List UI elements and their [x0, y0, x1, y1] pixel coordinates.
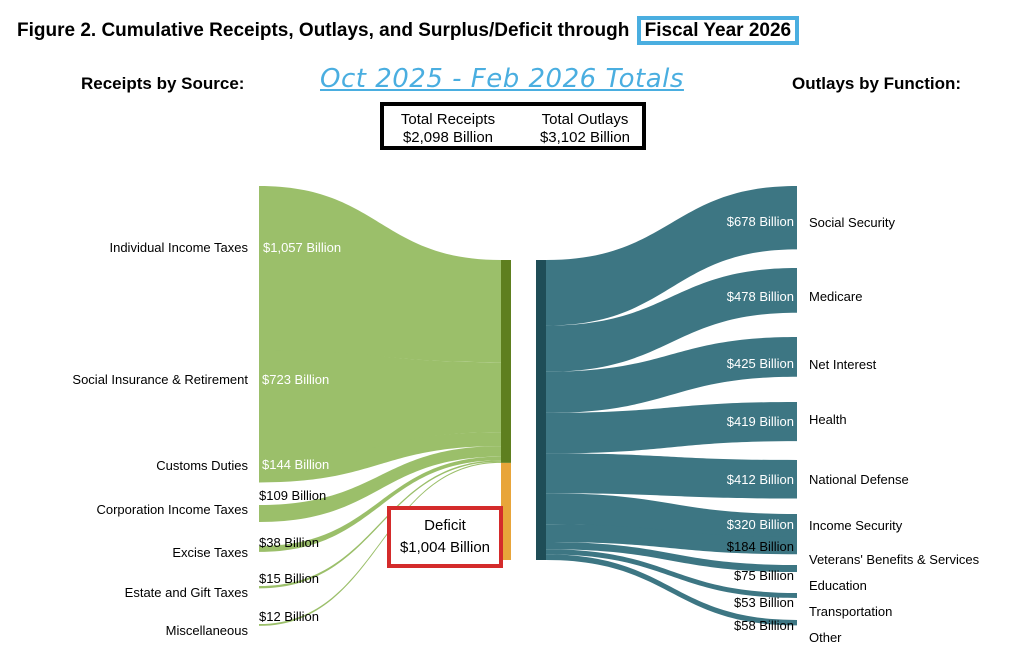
- total-receipts-label: Total Receipts: [400, 111, 496, 128]
- figure-title: Figure 2. Cumulative Receipts, Outlays, …: [17, 16, 800, 45]
- outlay-value-label-medicare: $478 Billion: [727, 289, 794, 304]
- outlays-heading: Outlays by Function:: [792, 74, 962, 93]
- receipt-flow-social-insurance-retirement: [259, 350, 501, 463]
- outlay-value-label-transportation: $53 Billion: [734, 595, 794, 610]
- deficit-bar: [501, 462, 511, 560]
- total-outlays-value: $3,102 Billion: [539, 129, 631, 146]
- outlay-function-label-national-defense: National Defense: [809, 472, 909, 487]
- outlay-function-label-veterans-benefits-services: Veterans' Benefits & Services: [809, 552, 980, 567]
- receipt-source-label-customs-duties: Customs Duties: [156, 458, 248, 473]
- total-outlays: Total Outlays $3,102 Billion: [525, 111, 645, 147]
- title-fiscal-year-highlight: Fiscal Year 2026: [636, 16, 800, 45]
- receipt-flow-customs-duties: [259, 432, 501, 483]
- deficit-box: Deficit $1,004 Billion: [387, 506, 503, 568]
- receipt-flow-individual-income-taxes: [259, 186, 501, 363]
- outlay-function-label-net-interest: Net Interest: [809, 357, 877, 372]
- receipt-flow-miscellaneous: [259, 461, 501, 626]
- outlay-value-label-net-interest: $425 Billion: [727, 356, 794, 371]
- receipt-value-label-individual-income-taxes: $1,057 Billion: [263, 240, 341, 255]
- receipt-source-label-individual-income-taxes: Individual Income Taxes: [109, 240, 248, 255]
- outlay-function-label-other: Other: [809, 630, 842, 645]
- total-receipts-value: $2,098 Billion: [402, 129, 494, 146]
- receipt-flow-corporation-income-taxes: [259, 446, 501, 523]
- outlay-value-label-education: $75 Billion: [734, 568, 794, 583]
- outlay-value-label-income-security: $320 Billion: [727, 517, 794, 532]
- total-receipts: Total Receipts $2,098 Billion: [388, 111, 508, 147]
- receipt-source-label-excise-taxes: Excise Taxes: [172, 545, 248, 560]
- receipt-value-label-estate-and-gift-taxes: $15 Billion: [259, 571, 319, 586]
- receipt-value-label-excise-taxes: $38 Billion: [259, 535, 319, 550]
- outlay-flow-education: [546, 542, 797, 573]
- outlay-function-label-health: Health: [809, 412, 847, 427]
- outlay-function-label-transportation: Transportation: [809, 604, 892, 619]
- receipt-source-label-miscellaneous: Miscellaneous: [166, 623, 249, 638]
- outlay-flow-other: [546, 554, 797, 626]
- outlay-value-label-veterans-benefits-services: $184 Billion: [727, 539, 794, 554]
- outlay-flow-social-security: [546, 186, 797, 326]
- receipt-value-label-miscellaneous: $12 Billion: [259, 609, 319, 624]
- outlay-flow-veterans-benefits-services: [546, 524, 797, 555]
- outlay-value-label-health: $419 Billion: [727, 414, 794, 429]
- outlay-function-label-income-security: Income Security: [809, 518, 903, 533]
- outlay-flow-medicare: [546, 268, 797, 372]
- outlay-function-label-medicare: Medicare: [809, 289, 862, 304]
- outlay-value-label-other: $58 Billion: [734, 618, 794, 633]
- title-prefix: Figure 2. Cumulative Receipts, Outlays, …: [17, 20, 630, 41]
- outlay-value-label-national-defense: $412 Billion: [727, 472, 794, 487]
- receipts-total-bar: [501, 260, 511, 463]
- outlay-function-label-social-security: Social Security: [809, 215, 895, 230]
- receipt-flow-estate-and-gift-taxes: [259, 460, 501, 589]
- receipts-heading: Receipts by Source:: [81, 74, 245, 93]
- outlay-flow-national-defense: [546, 453, 797, 499]
- totals-box: Total Receipts $2,098 Billion Total Outl…: [380, 102, 646, 150]
- total-outlays-label: Total Outlays: [541, 111, 629, 128]
- receipt-source-label-estate-and-gift-taxes: Estate and Gift Taxes: [125, 585, 249, 600]
- receipt-source-label-corporation-income-taxes: Corporation Income Taxes: [96, 502, 248, 517]
- receipt-value-label-social-insurance-retirement: $723 Billion: [262, 372, 329, 387]
- outlay-flow-transportation: [546, 549, 797, 598]
- period-subtitle: Oct 2025 - Feb 2026 Totals: [320, 64, 684, 94]
- receipt-value-label-customs-duties: $144 Billion: [262, 457, 329, 472]
- outlay-function-label-education: Education: [809, 578, 867, 593]
- receipt-flow-excise-taxes: [259, 456, 501, 552]
- outlay-flow-net-interest: [546, 337, 797, 413]
- outlay-flow-health: [546, 402, 797, 454]
- deficit-value: $1,004 Billion: [399, 539, 491, 556]
- outlays-total-bar: [536, 260, 546, 560]
- deficit-label: Deficit: [424, 517, 466, 534]
- receipt-source-label-social-insurance-retirement: Social Insurance & Retirement: [72, 372, 248, 387]
- receipt-value-label-corporation-income-taxes: $109 Billion: [259, 488, 326, 503]
- outlay-flow-income-security: [546, 493, 797, 544]
- outlay-value-label-social-security: $678 Billion: [727, 214, 794, 229]
